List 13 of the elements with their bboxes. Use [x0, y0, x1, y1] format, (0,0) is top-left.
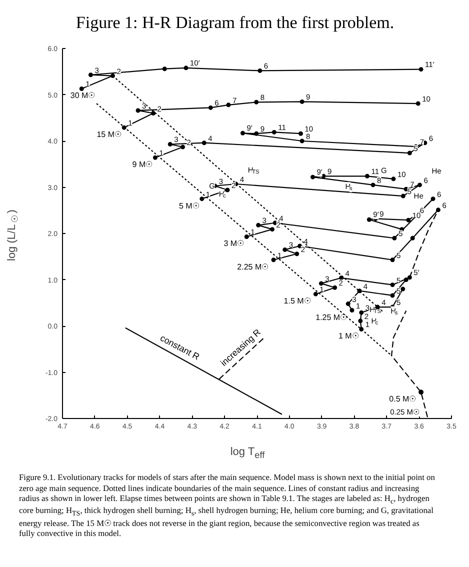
series-label: 5 M☉: [178, 201, 200, 210]
series-label: 2.25 M☉: [237, 262, 269, 272]
series-label: 30 M☉: [70, 91, 96, 100]
series-label: 1.5 M☉: [284, 296, 311, 306]
series-label: 0.5 M☉: [389, 394, 416, 404]
series-label: 15 M☉: [96, 130, 122, 140]
text: Figure 9.1. Evolutionary tracks for models of stars after the main sequence. Model mass is shown next to the initial point on zero age main sequence. Dotted lines indicate boundaries of the main sequence. Lines of constant radius and increasing radius as shown in lower left. Elapse times between points are shown in Table 9.1. The stages are labeled as: H$_{c}$, hydrogen core burning; H$_{TS}$, thick hydrogen shell burning; H$_{s}$, shell hydrogen burning; He, helium core burning; and G, gravitational energy release. The 15 M☉ track does not reverse in the giant region, because the semiconvective region was treated as fully convective in this model.: [19, 473, 435, 538]
series-label: 3 M☉: [224, 239, 244, 248]
chart-title: Figure 1: H-R Diagram from the first problem.: [76, 12, 394, 34]
x-axis-title: log T$_{eff}$: [230, 445, 265, 462]
series-label: 9 M☉: [132, 160, 153, 170]
series-label: 1.25 M☉: [316, 312, 348, 322]
series-label: 1 M☉: [338, 332, 359, 341]
